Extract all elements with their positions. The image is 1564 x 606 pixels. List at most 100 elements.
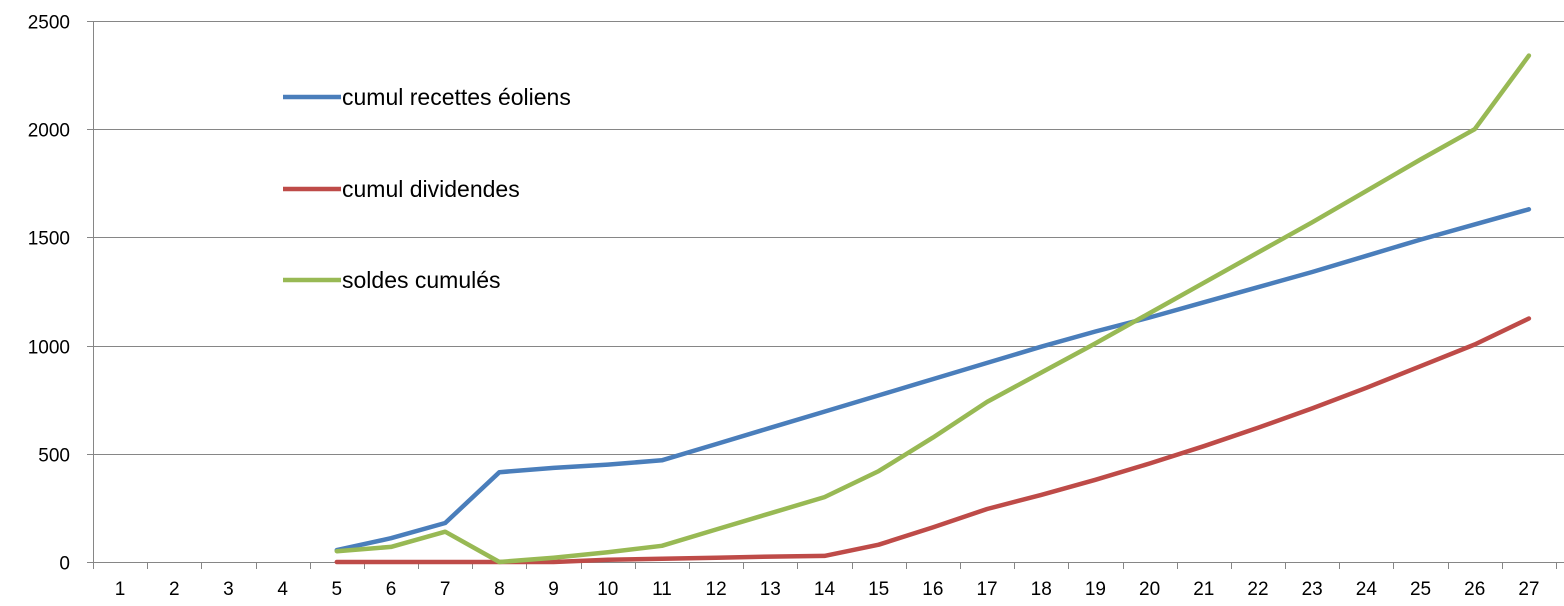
x-tick-labels: 1 2 3 4 5 6 7 8 9 10 11 12 13 14 15 16 17 18 19 20 21 22 23 24 2… (115, 579, 1540, 600)
data-point-cumul-recettes-eoliens (443, 521, 447, 525)
x-tick-label: 8 (494, 579, 505, 600)
data-point-cumul-recettes-eoliens (931, 377, 935, 381)
x-tick-label: 16 (922, 579, 943, 600)
series-line-cumul-recettes-eoliens (334, 207, 1532, 553)
x-tick-label: 14 (814, 579, 836, 600)
x-tick-label: 17 (976, 579, 997, 600)
x-tick-label: 24 (1356, 579, 1378, 600)
x-tick-label: 3 (223, 579, 234, 600)
data-point-soldes-cumules (389, 545, 393, 549)
legend: cumul recettes éoliens cumul dividendes so… (283, 84, 571, 293)
data-point-soldes-cumules (443, 530, 447, 534)
data-point-cumul-dividendes (1093, 478, 1097, 482)
data-point-soldes-cumules (877, 469, 881, 473)
data-point-cumul-dividendes (335, 560, 339, 564)
data-point-cumul-recettes-eoliens (1093, 330, 1097, 334)
data-point-soldes-cumules (1202, 281, 1206, 285)
series-line-soldes-cumules (334, 53, 1532, 565)
data-point-cumul-dividendes (1364, 386, 1368, 390)
x-tick-label: 2 (169, 579, 180, 600)
y-tick-label: 1500 (28, 229, 70, 250)
data-point-cumul-recettes-eoliens (1364, 254, 1368, 258)
data-point-cumul-dividendes (1039, 493, 1043, 497)
data-point-soldes-cumules (1364, 189, 1368, 193)
data-point-cumul-recettes-eoliens (606, 463, 610, 467)
x-tick-label: 12 (706, 579, 727, 600)
data-point-soldes-cumules (1256, 251, 1260, 255)
x-tick-label: 21 (1193, 579, 1214, 600)
data-point-cumul-recettes-eoliens (1527, 207, 1531, 211)
axes (87, 21, 1564, 569)
data-point-soldes-cumules (1093, 341, 1097, 345)
legend-label: cumul recettes éoliens (342, 84, 571, 110)
data-point-cumul-recettes-eoliens (1310, 270, 1314, 274)
data-point-cumul-dividendes (877, 543, 881, 547)
x-tick-label: 22 (1247, 579, 1268, 600)
y-tick-label: 500 (38, 446, 70, 467)
data-point-soldes-cumules (1039, 371, 1043, 375)
data-point-cumul-recettes-eoliens (714, 442, 718, 446)
data-point-soldes-cumules (1310, 220, 1314, 224)
data-point-cumul-recettes-eoliens (877, 393, 881, 397)
data-point-soldes-cumules (768, 511, 772, 515)
y-tick-label: 2500 (28, 13, 70, 34)
legend-label: cumul dividendes (342, 176, 520, 202)
data-point-cumul-recettes-eoliens (768, 426, 772, 430)
data-point-cumul-recettes-eoliens (1419, 238, 1423, 242)
data-point-cumul-dividendes (660, 557, 664, 561)
data-point-cumul-recettes-eoliens (823, 410, 827, 414)
data-point-cumul-dividendes (552, 560, 556, 564)
data-point-soldes-cumules (606, 550, 610, 554)
data-point-cumul-recettes-eoliens (389, 536, 393, 540)
data-point-cumul-dividendes (1419, 364, 1423, 368)
x-tick-label: 6 (386, 579, 397, 600)
x-tick-label: 15 (868, 579, 889, 600)
data-point-cumul-recettes-eoliens (552, 466, 556, 470)
data-point-cumul-dividendes (985, 507, 989, 511)
data-point-soldes-cumules (497, 560, 501, 564)
x-tick-label: 9 (548, 579, 559, 600)
data-point-cumul-dividendes (768, 555, 772, 559)
y-tick-labels: 0 500 1000 1500 2000 2500 (28, 13, 70, 575)
data-point-cumul-recettes-eoliens (1473, 222, 1477, 226)
data-point-cumul-dividendes (1473, 343, 1477, 347)
data-point-cumul-dividendes (1202, 444, 1206, 448)
data-point-soldes-cumules (1473, 127, 1477, 131)
x-tick-label: 26 (1464, 579, 1485, 600)
data-point-soldes-cumules (931, 436, 935, 440)
x-tick-label: 25 (1410, 579, 1431, 600)
gridlines (93, 21, 1564, 455)
data-point-cumul-dividendes (1527, 317, 1531, 321)
x-tick-label: 5 (332, 579, 343, 600)
x-tick-label: 18 (1031, 579, 1052, 600)
series-line-cumul-dividendes (334, 316, 1532, 565)
series-lines (334, 53, 1532, 565)
data-point-cumul-dividendes (389, 560, 393, 564)
legend-label: soldes cumulés (342, 267, 501, 293)
data-point-soldes-cumules (714, 528, 718, 532)
data-point-cumul-recettes-eoliens (497, 470, 501, 474)
data-point-cumul-recettes-eoliens (985, 361, 989, 365)
y-tick-label: 0 (59, 554, 70, 575)
x-tick-label: 20 (1139, 579, 1160, 600)
data-point-soldes-cumules (1527, 54, 1531, 58)
x-tick-label: 10 (597, 579, 618, 600)
data-point-soldes-cumules (1148, 311, 1152, 315)
y-tick-label: 2000 (28, 121, 70, 142)
x-tick-label: 19 (1085, 579, 1106, 600)
data-point-cumul-dividendes (606, 558, 610, 562)
x-tick-label: 4 (277, 579, 288, 600)
data-point-soldes-cumules (660, 544, 664, 548)
data-point-cumul-recettes-eoliens (660, 458, 664, 462)
data-point-soldes-cumules (985, 400, 989, 404)
data-point-cumul-recettes-eoliens (1256, 285, 1260, 289)
data-point-cumul-recettes-eoliens (1202, 300, 1206, 304)
x-tick-label: 7 (440, 579, 451, 600)
x-tick-label: 23 (1302, 579, 1323, 600)
y-tick-label: 1000 (28, 338, 70, 359)
x-tick-label: 11 (652, 579, 672, 600)
data-point-cumul-dividendes (1256, 426, 1260, 430)
x-tick-label: 13 (760, 579, 781, 600)
x-tick-label: 27 (1518, 579, 1539, 600)
